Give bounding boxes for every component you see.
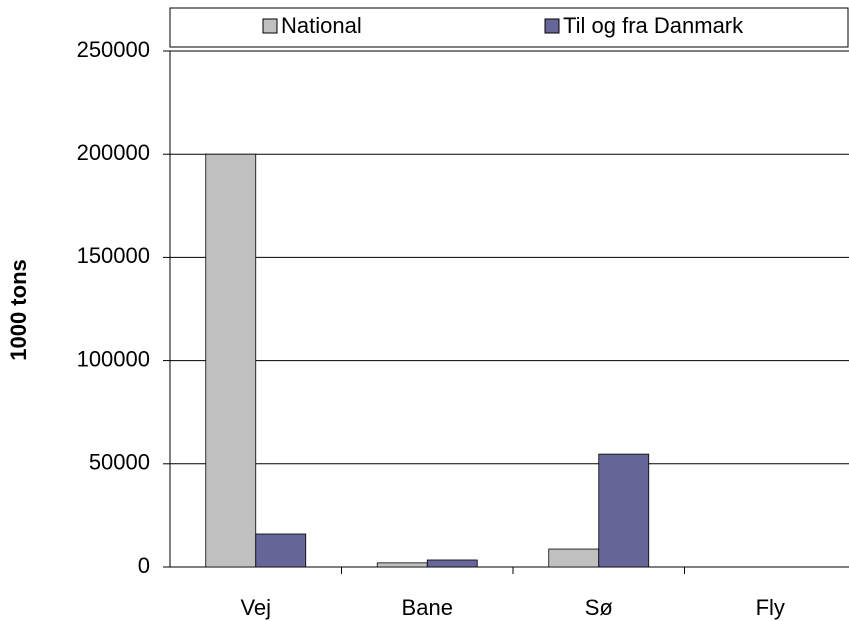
bar xyxy=(598,453,650,568)
y-axis-label: 1000 tons xyxy=(6,259,31,361)
legend-label: National xyxy=(281,13,362,38)
legend-box xyxy=(169,7,849,48)
y-tick-label: 50000 xyxy=(89,450,150,475)
y-tick-label: 250000 xyxy=(77,37,150,62)
bar xyxy=(376,562,428,568)
bar xyxy=(255,533,307,568)
y-tick-label: 150000 xyxy=(77,243,150,268)
x-tick-label: Vej xyxy=(240,595,271,620)
bar xyxy=(205,153,257,568)
y-tick-label: 100000 xyxy=(77,346,150,371)
bar xyxy=(548,548,600,568)
x-tick-label: Fly xyxy=(756,595,785,620)
bar xyxy=(426,559,478,568)
y-tick-label: 0 xyxy=(138,553,150,578)
y-tick-label: 200000 xyxy=(77,140,150,165)
x-tick-label: Sø xyxy=(585,595,613,620)
legend-label: Til og fra Danmark xyxy=(563,13,744,38)
legend-swatch xyxy=(544,18,560,34)
x-tick-label: Bane xyxy=(402,595,453,620)
legend-swatch xyxy=(262,18,278,34)
